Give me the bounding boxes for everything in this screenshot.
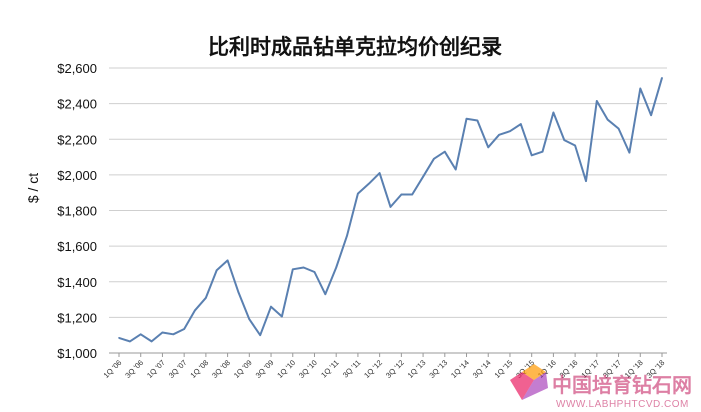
data-point	[585, 180, 587, 182]
series-layer	[118, 76, 663, 343]
data-point	[346, 234, 348, 237]
y-tick-label: $1,600	[57, 239, 97, 254]
data-point	[291, 268, 294, 271]
data-point	[530, 154, 533, 157]
data-point	[454, 168, 457, 171]
y-tick-label: $1,000	[57, 346, 97, 361]
data-point	[444, 150, 446, 153]
data-point	[422, 175, 424, 178]
data-point	[302, 266, 305, 269]
y-tick-label: $2,200	[57, 132, 97, 147]
y-axis-label: $ / ct	[25, 173, 41, 203]
data-point	[465, 117, 468, 120]
watermark-url-text: WWW.LABHPHTCVD.COM	[556, 399, 689, 410]
data-point	[400, 193, 403, 196]
data-point	[226, 259, 229, 262]
data-point	[628, 151, 631, 154]
data-point	[357, 192, 359, 195]
data-point	[552, 111, 555, 114]
watermark: 中国培育钻石网 WWW.LABHPHTCVD.COM	[510, 364, 692, 410]
data-point	[205, 296, 207, 299]
watermark-cn-text: 中国培育钻石网	[552, 373, 692, 397]
y-tick-labels: $1,000 $1,200 $1,400 $1,600 $1,800 $2,000 $2,2…	[57, 61, 97, 361]
data-point	[335, 266, 338, 269]
data-point	[487, 146, 490, 149]
chart-title: 比利时成品钻单克拉均价创纪录	[208, 35, 502, 59]
data-point	[367, 182, 370, 185]
watermark-logo	[510, 364, 548, 400]
y-tick-label: $2,400	[57, 97, 97, 112]
logo-diamond-left	[510, 372, 534, 400]
data-point	[248, 318, 251, 320]
y-tick-label: $1,800	[57, 204, 97, 219]
data-point	[661, 76, 663, 79]
data-point	[281, 315, 283, 318]
data-point	[563, 139, 566, 141]
data-point	[541, 150, 544, 153]
data-point	[433, 158, 435, 160]
y-tick-label: $1,200	[57, 310, 97, 325]
data-point	[574, 144, 576, 147]
data-point	[389, 206, 392, 208]
data-point	[194, 309, 196, 312]
data-point	[161, 331, 164, 334]
data-point	[324, 293, 327, 296]
y-tick-label: $2,000	[57, 168, 97, 183]
data-point	[498, 133, 500, 136]
y-tick-label: $1,400	[57, 275, 97, 290]
data-point	[520, 123, 522, 125]
data-point	[509, 130, 511, 133]
data-point	[237, 291, 240, 294]
data-point	[139, 333, 142, 336]
data-point	[150, 340, 153, 343]
data-point	[313, 271, 316, 273]
data-point	[378, 172, 381, 174]
data-point	[411, 193, 414, 196]
data-point	[172, 333, 175, 336]
data-point	[129, 340, 131, 343]
gridlines	[109, 67, 667, 354]
data-point	[215, 269, 218, 271]
data-point	[639, 87, 642, 90]
data-point	[650, 114, 652, 117]
data-point	[476, 119, 479, 122]
data-point	[118, 337, 120, 339]
data-point	[259, 334, 261, 336]
data-point	[596, 100, 598, 102]
data-point	[617, 127, 620, 130]
data-point	[183, 328, 185, 330]
data-point	[270, 305, 272, 308]
y-tick-label: $2,600	[57, 61, 97, 76]
logo-diamond-right	[522, 372, 548, 400]
data-point	[606, 118, 609, 121]
